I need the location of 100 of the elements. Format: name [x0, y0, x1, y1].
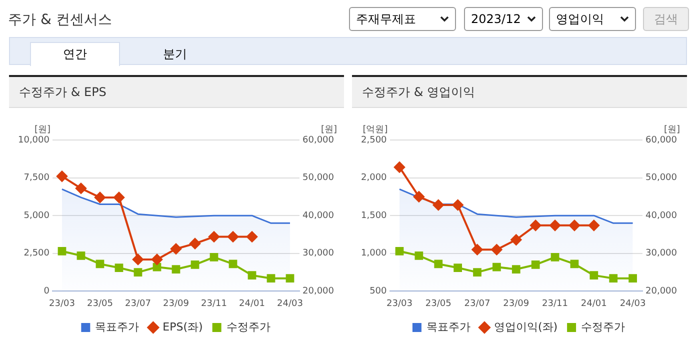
y-axis-title: [원] [34, 124, 50, 135]
y-tick-label: 1,000 [361, 248, 388, 259]
y2-tick-label: 60,000 [646, 135, 678, 146]
text: 영업이익 [556, 10, 604, 28]
legend-label: 목표주가 [426, 320, 470, 334]
legend-label: 목표주가 [95, 320, 140, 334]
legend-label: 수정주가 [581, 320, 626, 334]
point [452, 200, 464, 211]
point [491, 244, 502, 256]
point [75, 182, 86, 194]
point [432, 200, 444, 211]
x-tick-label: 23/11 [542, 298, 568, 309]
point [113, 192, 124, 203]
x-tick-label: 23/03 [386, 298, 412, 309]
point [414, 251, 424, 260]
point [228, 231, 239, 242]
point [152, 254, 162, 265]
point [76, 251, 86, 260]
point [56, 170, 68, 182]
point [266, 274, 276, 283]
chart-title: 수정주가 & 영업이익 [352, 77, 687, 108]
point [96, 260, 104, 268]
point [454, 264, 462, 272]
y2-axis-title: [원] [664, 124, 680, 135]
text: 검색 [643, 7, 689, 31]
point [588, 220, 600, 231]
y-tick-label: 7,500 [24, 173, 50, 184]
y2-axis-title: [원] [320, 124, 337, 135]
point [530, 220, 542, 231]
point [473, 268, 482, 276]
x-tick-label: 24/01 [239, 298, 265, 309]
legend-label: EPS(좌) [162, 320, 203, 334]
text: 분기 [162, 46, 188, 62]
point [510, 234, 522, 246]
point [286, 274, 294, 283]
legend-label: 수정주가 [226, 320, 270, 334]
y2-tick-label: 20,000 [302, 286, 334, 297]
x-tick-label: 23/09 [163, 298, 190, 309]
point [492, 262, 501, 272]
point [512, 265, 520, 274]
y2-tick-label: 60,000 [302, 135, 334, 146]
x-tick-label: 23/05 [87, 298, 113, 309]
point [228, 260, 238, 268]
point [628, 274, 637, 283]
x-tick-label: 23/09 [503, 298, 530, 309]
point [94, 192, 106, 203]
x-tick-label: 23/07 [125, 298, 151, 309]
x-tick-label: 23/05 [425, 298, 452, 309]
y2-tick-label: 50,000 [302, 173, 334, 184]
point [550, 220, 561, 231]
x-tick-label: 23/07 [464, 298, 490, 309]
y-tick-label: 500 [370, 286, 388, 297]
text: 주가 & 컨센서스 [8, 11, 112, 29]
x-tick-label: 24/03 [620, 298, 646, 309]
point [58, 246, 66, 256]
point [132, 254, 144, 265]
text: 연간 [30, 42, 120, 66]
point [190, 260, 200, 269]
y-tick-label: 0 [44, 286, 50, 297]
point [394, 162, 405, 173]
y2-tick-label: 30,000 [646, 248, 678, 259]
y-tick-label: 2,500 [361, 135, 388, 146]
y2-tick-label: 40,000 [302, 210, 334, 221]
legend-label: 영업이익(좌) [494, 320, 558, 334]
y-tick-label: 2,500 [24, 248, 50, 259]
y2-tick-label: 50,000 [646, 173, 678, 184]
point [570, 260, 579, 268]
point [114, 264, 124, 272]
x-tick-label: 24/03 [277, 298, 303, 309]
x-tick-label: 23/11 [201, 298, 227, 309]
text: 주재무제표 [356, 10, 416, 28]
point [210, 253, 218, 262]
chart-title: 수정주가 & EPS [9, 77, 344, 108]
y2-tick-label: 40,000 [646, 210, 678, 221]
y-tick-label: 2,000 [361, 173, 388, 184]
point [134, 268, 142, 276]
point [190, 238, 200, 250]
y-tick-label: 1,500 [361, 210, 388, 221]
point [609, 274, 618, 283]
y2-tick-label: 30,000 [302, 248, 334, 259]
point [248, 271, 256, 280]
point [568, 220, 580, 231]
y-tick-label: 5,000 [24, 210, 50, 221]
point [170, 243, 182, 254]
point [246, 231, 258, 242]
point [550, 253, 560, 262]
text: 2023/12 [471, 12, 521, 26]
x-tick-label: 24/01 [580, 298, 607, 309]
y-axis-title: [억원] [362, 124, 388, 135]
y2-tick-label: 20,000 [646, 286, 678, 297]
point [413, 191, 424, 202]
point [434, 260, 443, 268]
point [395, 246, 404, 256]
point [531, 260, 540, 269]
y-tick-label: 10,000 [18, 135, 50, 146]
point [590, 271, 598, 280]
point [208, 231, 220, 242]
x-tick-label: 23/03 [49, 298, 75, 309]
point [472, 244, 483, 256]
point [172, 265, 180, 274]
